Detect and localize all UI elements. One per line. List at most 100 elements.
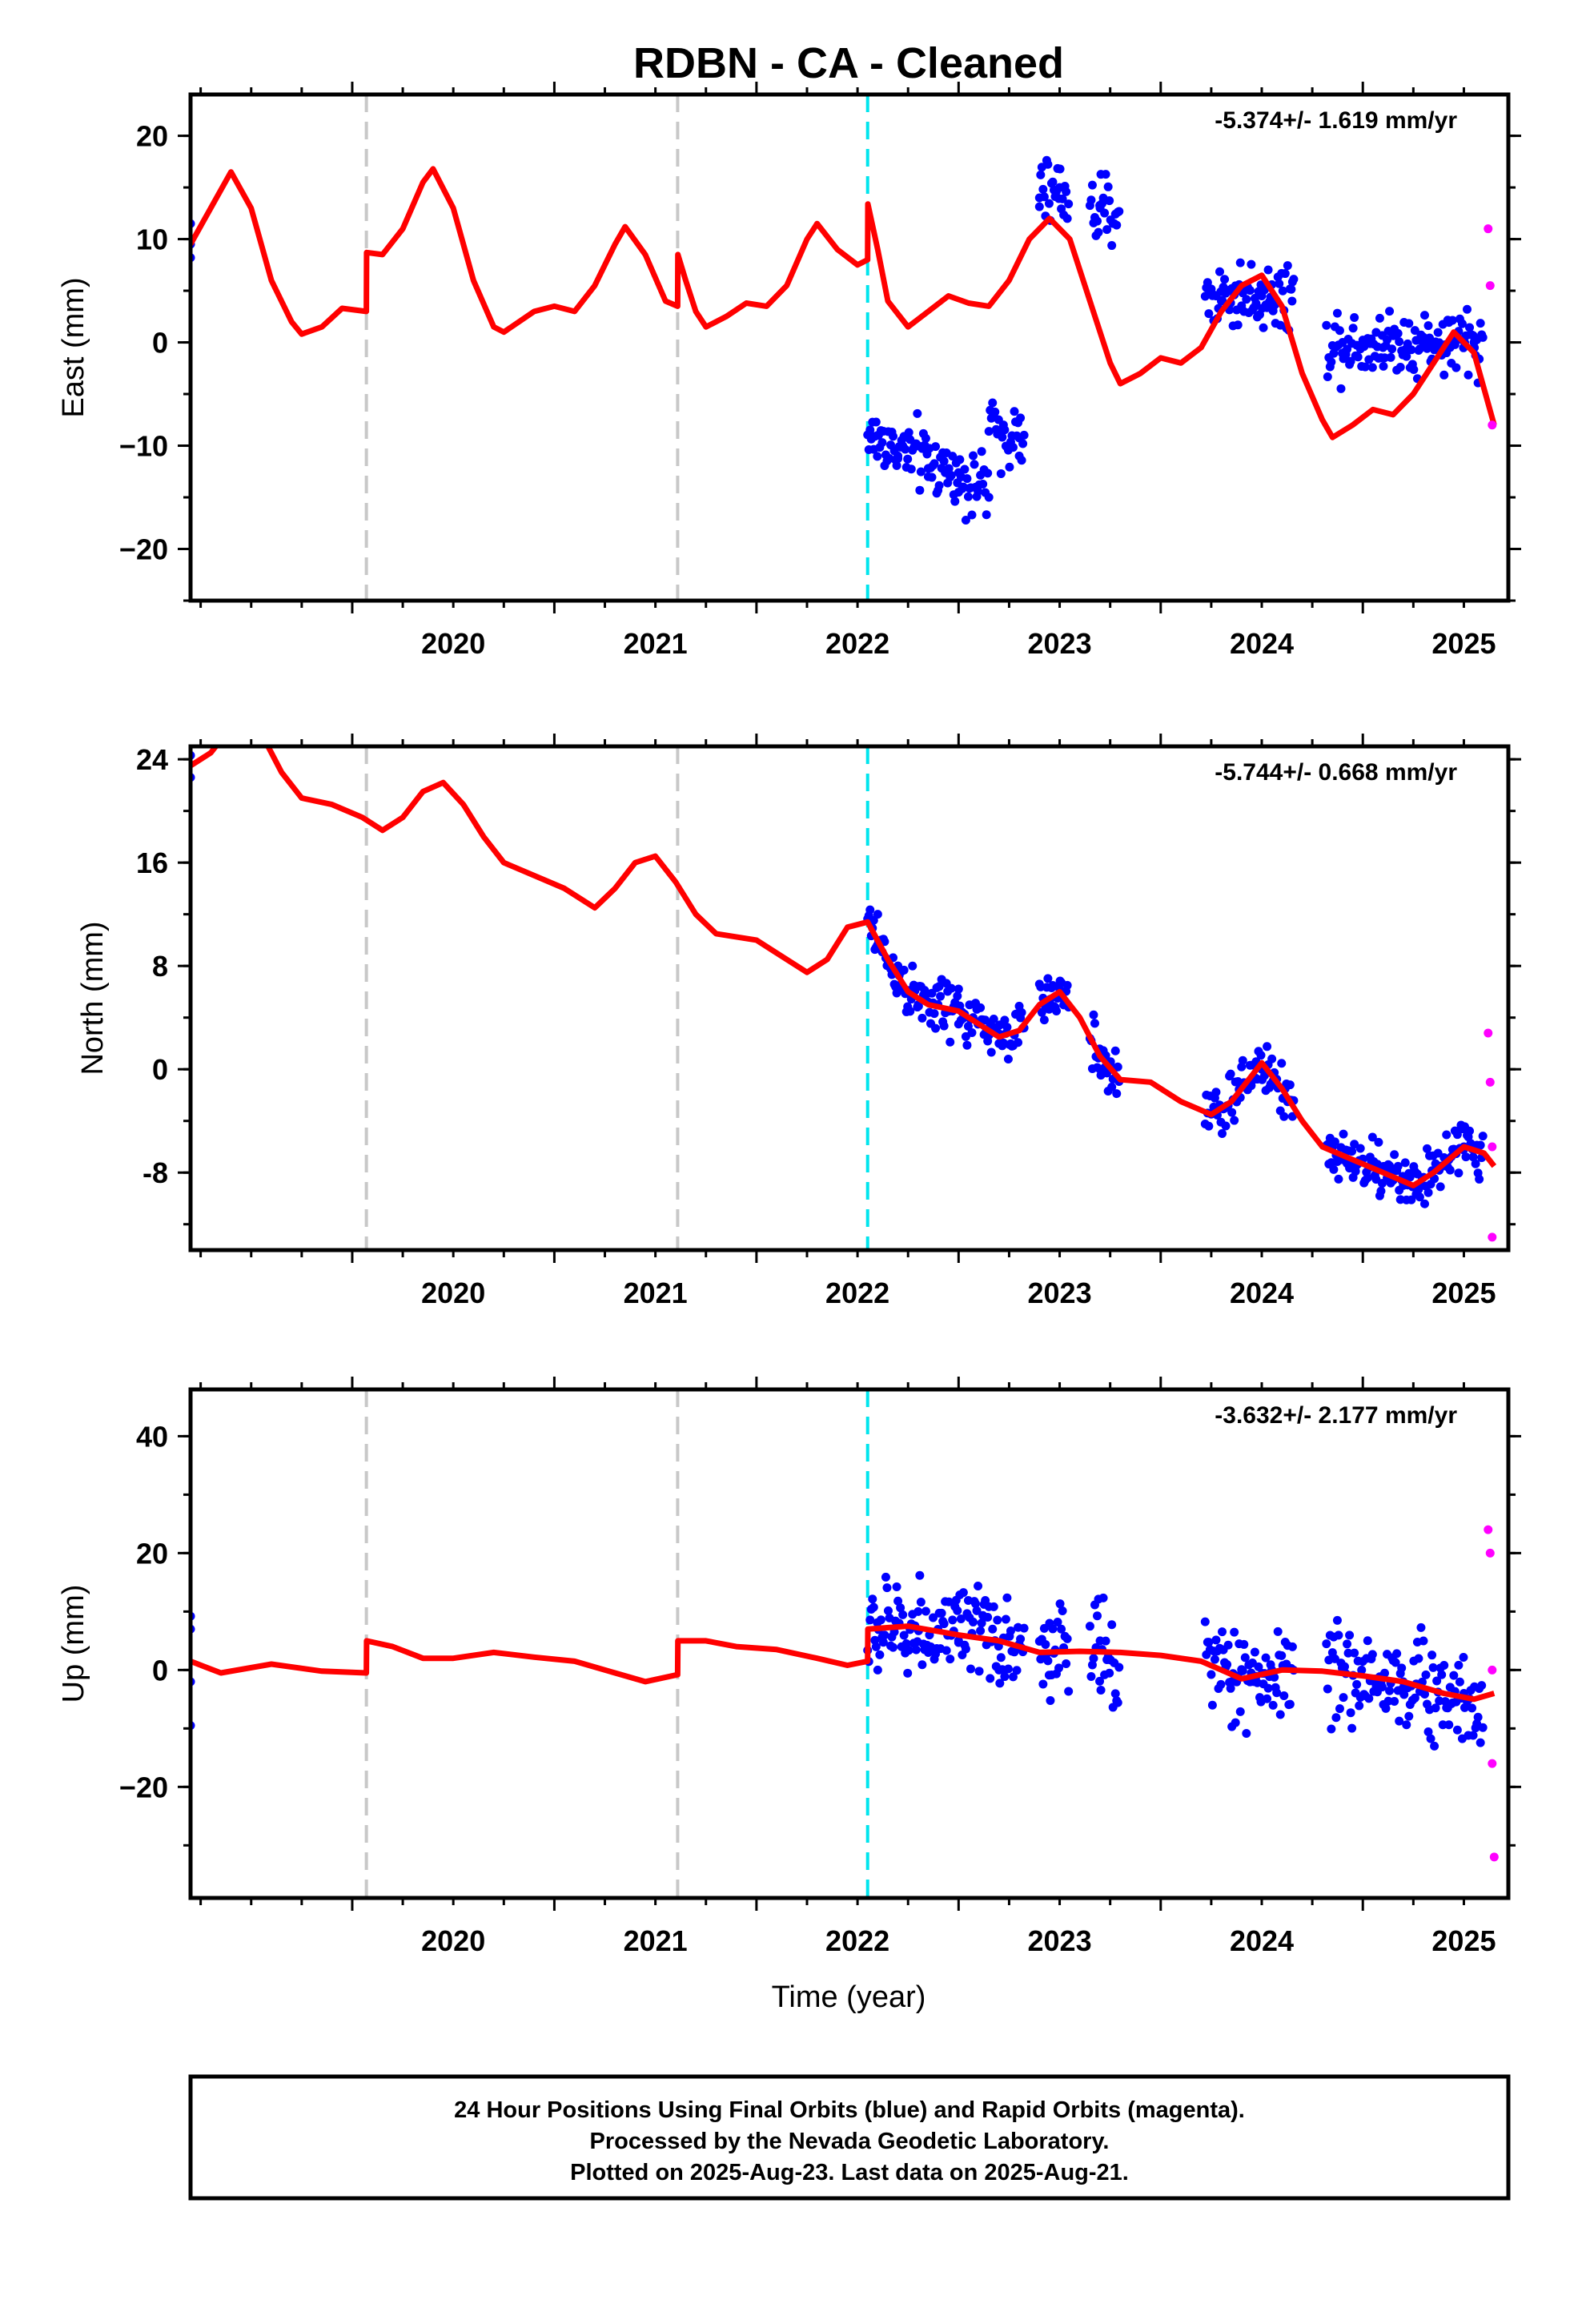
final-orbit-point — [1279, 1691, 1289, 1700]
final-orbit-point — [873, 1665, 882, 1675]
final-orbit-point — [1332, 308, 1342, 318]
final-orbit-point — [1226, 1683, 1235, 1693]
final-orbit-point — [1048, 1624, 1058, 1634]
final-orbit-point — [1233, 320, 1243, 330]
final-orbit-point — [1052, 1007, 1062, 1016]
final-orbit-point — [946, 1037, 955, 1047]
final-orbit-point — [1093, 1611, 1102, 1621]
final-orbit-point — [1475, 1174, 1484, 1184]
final-orbit-point — [931, 1023, 941, 1033]
final-orbit-point — [1102, 225, 1112, 235]
final-orbit-point — [871, 417, 881, 427]
model-fit-line — [191, 1623, 1496, 1703]
final-orbit-point — [1000, 1015, 1010, 1025]
final-orbit-point — [1263, 265, 1273, 275]
y-axis-label: North (mm) — [76, 921, 110, 1075]
final-orbit-point — [1387, 344, 1397, 354]
final-orbit-point — [1455, 1677, 1464, 1687]
final-orbit-point — [1350, 312, 1359, 322]
x-tick-label: 2024 — [1230, 1924, 1294, 1957]
final-orbit-point — [1423, 1727, 1433, 1736]
final-orbit-point — [1335, 326, 1344, 336]
final-orbit-point — [1343, 1639, 1352, 1649]
final-orbit-point — [1450, 340, 1460, 349]
final-orbit-point — [1395, 362, 1405, 372]
final-orbit-point — [1334, 1630, 1343, 1640]
final-orbit-point — [1323, 372, 1332, 382]
final-orbit-point — [1039, 192, 1049, 202]
final-orbit-point — [1223, 1640, 1233, 1650]
final-orbit-point — [1254, 1662, 1263, 1671]
rate-label: -3.632+/- 2.177 mm/yr — [1215, 1402, 1457, 1429]
final-orbit-point — [1438, 1720, 1447, 1730]
final-orbit-point — [1018, 439, 1028, 448]
final-orbit-point — [976, 1626, 986, 1635]
final-orbit-point — [1477, 1681, 1487, 1691]
final-orbit-point — [1428, 1663, 1438, 1672]
final-orbit-point — [1416, 1622, 1426, 1632]
rapid-orbit-point — [1488, 1232, 1497, 1242]
final-orbit-point — [1239, 1639, 1249, 1649]
final-orbit-point — [998, 432, 1007, 442]
final-orbit-point — [1431, 1703, 1440, 1713]
north-panel: 2020 2021 2022 2023 2024 2025 24 16 8 0 -8 North (m… — [76, 734, 1521, 1309]
final-orbit-point — [1379, 361, 1388, 371]
final-orbit-point — [988, 398, 998, 408]
final-orbit-point — [1272, 1688, 1282, 1698]
final-orbit-point — [1046, 1695, 1055, 1705]
final-orbit-point — [921, 433, 930, 443]
final-orbit-point — [946, 1655, 955, 1664]
final-orbit-point — [901, 1639, 911, 1649]
final-orbit-point — [1263, 1683, 1273, 1693]
final-orbit-point — [1335, 1704, 1344, 1714]
final-orbit-point — [865, 425, 875, 435]
final-orbit-point — [1346, 1708, 1355, 1718]
final-orbit-point — [1322, 1639, 1331, 1649]
final-orbit-point — [1280, 269, 1290, 279]
final-orbit-point — [1105, 1668, 1114, 1678]
x-tick-label: 2023 — [1028, 1277, 1092, 1309]
y-tick-label: 0 — [152, 1053, 168, 1086]
final-orbit-point — [1064, 199, 1074, 209]
final-orbit-point — [1012, 1666, 1022, 1675]
final-orbit-point — [1348, 324, 1358, 333]
east-panel: 2020 2021 2022 2023 2024 2025 20 10 0 −10 −20 East … — [57, 82, 1521, 660]
final-orbit-point — [1038, 1679, 1048, 1689]
final-orbit-point — [1414, 1654, 1423, 1663]
rapid-orbit-point — [1485, 1077, 1495, 1087]
final-orbit-point — [974, 487, 983, 497]
final-orbit-point — [1395, 1185, 1404, 1195]
final-orbit-point — [929, 1613, 938, 1622]
final-orbit-point — [930, 1009, 939, 1019]
final-orbit-point — [967, 1028, 977, 1038]
final-orbit-point — [1452, 1725, 1462, 1735]
final-orbit-point — [1439, 1661, 1449, 1671]
final-orbit-point — [1452, 363, 1461, 372]
final-orbit-point — [948, 452, 958, 461]
final-orbit-point — [889, 1642, 898, 1652]
final-orbit-point — [1054, 1663, 1064, 1673]
final-orbit-point — [1478, 1723, 1488, 1732]
final-orbit-point — [1112, 1089, 1122, 1099]
final-orbit-point — [954, 984, 963, 994]
y-tick-label: -8 — [143, 1156, 168, 1189]
final-orbit-point — [921, 1606, 930, 1616]
x-tick-label: 2021 — [624, 1924, 688, 1957]
final-orbit-point — [983, 1612, 993, 1622]
y-tick-label: 20 — [136, 120, 168, 153]
final-orbit-point — [1062, 980, 1072, 990]
final-orbit-point — [1114, 1663, 1124, 1672]
final-orbit-point — [1437, 1670, 1447, 1679]
final-orbit-point — [1204, 1638, 1214, 1647]
final-orbit-point — [1385, 1161, 1395, 1171]
final-orbit-point — [1404, 1711, 1414, 1721]
final-orbit-point — [1230, 1627, 1239, 1637]
final-orbit-point — [916, 1598, 926, 1607]
final-orbit-point — [1399, 1690, 1409, 1699]
footer-box — [188, 2074, 1511, 2201]
final-orbit-point — [1478, 332, 1488, 342]
final-orbit-point — [986, 1674, 995, 1683]
final-orbit-point — [868, 1594, 877, 1604]
final-orbit-point — [1055, 1599, 1065, 1609]
